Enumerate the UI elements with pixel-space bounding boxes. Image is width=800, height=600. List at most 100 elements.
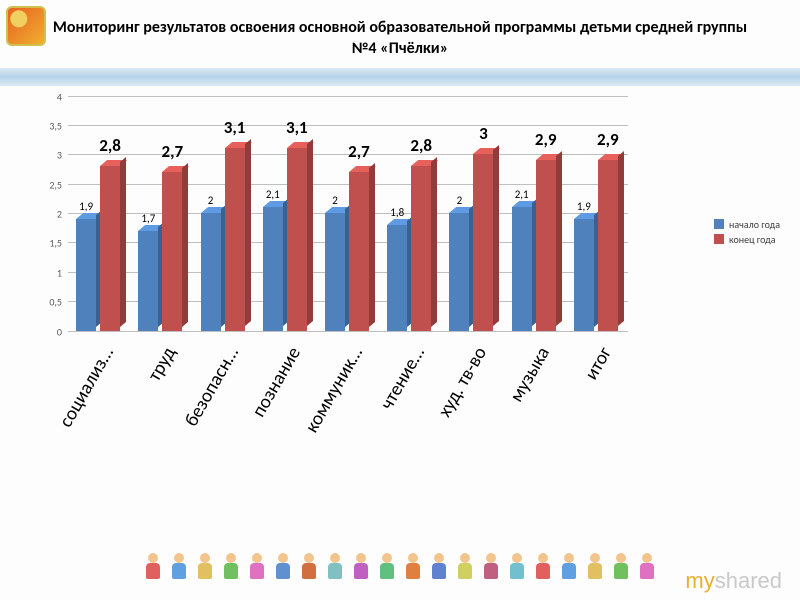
bar-series-1: 2,1 bbox=[512, 207, 532, 330]
child-icon bbox=[556, 553, 582, 585]
legend-swatch bbox=[714, 219, 724, 229]
y-tick-label: 3 bbox=[57, 149, 68, 162]
watermark-suffix: shared bbox=[715, 568, 782, 593]
bar-series-1: 1,9 bbox=[574, 219, 594, 331]
child-icon bbox=[608, 553, 634, 585]
child-icon bbox=[582, 553, 608, 585]
chart-category: 2,13,1познание bbox=[261, 96, 311, 331]
bar-series-1: 1,8 bbox=[387, 225, 407, 331]
child-icon bbox=[374, 553, 400, 585]
y-tick-label: 2,5 bbox=[49, 178, 68, 191]
chart-category: 1,82,8чтение… bbox=[385, 96, 435, 331]
chart-category: 23худ. тв-во bbox=[447, 96, 497, 331]
x-category-label: безопасн… bbox=[180, 343, 244, 431]
legend-label: конец года bbox=[729, 233, 775, 246]
bar-series-2: 2,8 bbox=[100, 166, 120, 331]
bar-value-label: 3 bbox=[479, 123, 488, 144]
watermark-prefix: my bbox=[685, 568, 714, 593]
chart-category: 1,72,7труд bbox=[136, 96, 186, 331]
bar-value-label: 1,9 bbox=[79, 200, 93, 213]
child-icon bbox=[140, 553, 166, 585]
x-category-label: коммуник… bbox=[300, 343, 367, 437]
child-icon bbox=[530, 553, 556, 585]
page-title: Мониторинг результатов освоения основной… bbox=[0, 0, 800, 68]
bar-series-2: 3 bbox=[473, 154, 493, 330]
chart: 00,511,522,533,541,92,8социализ…1,72,7тр… bbox=[20, 96, 780, 476]
child-icon bbox=[166, 553, 192, 585]
bar-value-label: 1,8 bbox=[390, 206, 404, 219]
bar-value-label: 2,8 bbox=[99, 135, 121, 156]
bar-value-label: 2,7 bbox=[348, 141, 370, 162]
bar-value-label: 2,1 bbox=[266, 188, 280, 201]
bar-series-2: 2,9 bbox=[536, 160, 556, 330]
child-icon bbox=[504, 553, 530, 585]
bar-series-1: 2 bbox=[201, 213, 221, 331]
chart-category: 23,1безопасн… bbox=[199, 96, 249, 331]
x-category-label: труд bbox=[143, 343, 181, 385]
chart-category: 1,92,9итог bbox=[572, 96, 622, 331]
legend-item: конец года bbox=[714, 233, 780, 246]
grid-line: 0 bbox=[68, 331, 628, 332]
bar-value-label: 1,9 bbox=[577, 200, 591, 213]
child-icon bbox=[218, 553, 244, 585]
bar-series-1: 2 bbox=[449, 213, 469, 331]
bar-value-label: 2 bbox=[208, 194, 214, 207]
child-icon bbox=[322, 553, 348, 585]
y-tick-label: 0,5 bbox=[49, 296, 68, 309]
child-icon bbox=[348, 553, 374, 585]
chart-category: 22,7коммуник… bbox=[323, 96, 373, 331]
bar-series-2: 2,7 bbox=[349, 172, 369, 331]
child-icon bbox=[426, 553, 452, 585]
legend-item: начало года bbox=[714, 218, 780, 231]
child-icon bbox=[244, 553, 270, 585]
chart-category: 2,12,9музыка bbox=[510, 96, 560, 331]
bar-series-2: 3,1 bbox=[225, 148, 245, 330]
bar-value-label: 2 bbox=[457, 194, 463, 207]
bar-series-1: 1,7 bbox=[138, 231, 158, 331]
watermark: myshared bbox=[685, 568, 782, 594]
bar-value-label: 2,7 bbox=[162, 141, 184, 162]
x-category-label: чтение… bbox=[376, 343, 430, 414]
bar-value-label: 1,7 bbox=[141, 212, 155, 225]
bar-value-label: 2,1 bbox=[515, 188, 529, 201]
x-category-label: худ. тв-во bbox=[434, 343, 493, 421]
y-tick-label: 0 bbox=[57, 325, 68, 338]
bars-row: 1,92,8социализ…1,72,7труд23,1безопасн…2,… bbox=[68, 96, 628, 331]
child-icon bbox=[296, 553, 322, 585]
legend-label: начало года bbox=[729, 218, 780, 231]
bar-value-label: 3,1 bbox=[286, 117, 308, 138]
child-icon bbox=[452, 553, 478, 585]
child-icon bbox=[634, 553, 660, 585]
corner-decor-icon bbox=[6, 6, 46, 46]
bar-series-2: 2,8 bbox=[411, 166, 431, 331]
y-tick-label: 1,5 bbox=[49, 237, 68, 250]
y-tick-label: 3,5 bbox=[49, 119, 68, 132]
x-category-label: музыка bbox=[505, 343, 555, 406]
bar-series-2: 2,7 bbox=[162, 172, 182, 331]
bar-value-label: 2 bbox=[332, 194, 338, 207]
decor-band bbox=[0, 68, 800, 86]
bar-series-1: 2,1 bbox=[263, 207, 283, 330]
child-icon bbox=[192, 553, 218, 585]
y-tick-label: 2 bbox=[57, 208, 68, 221]
bar-series-2: 2,9 bbox=[598, 160, 618, 330]
bar-value-label: 2,8 bbox=[410, 135, 432, 156]
chart-plot: 00,511,522,533,541,92,8социализ…1,72,7тр… bbox=[68, 96, 628, 331]
y-tick-label: 1 bbox=[57, 266, 68, 279]
y-tick-label: 4 bbox=[57, 90, 68, 103]
child-icon bbox=[270, 553, 296, 585]
x-category-label: познание bbox=[247, 343, 305, 421]
bar-series-2: 3,1 bbox=[287, 148, 307, 330]
x-category-label: социализ… bbox=[55, 343, 119, 431]
bar-value-label: 3,1 bbox=[224, 117, 246, 138]
bar-value-label: 2,9 bbox=[535, 129, 557, 150]
child-icon bbox=[400, 553, 426, 585]
child-icon bbox=[478, 553, 504, 585]
legend-swatch bbox=[714, 234, 724, 244]
bar-series-1: 2 bbox=[325, 213, 345, 331]
chart-category: 1,92,8социализ… bbox=[74, 96, 124, 331]
bar-value-label: 2,9 bbox=[597, 129, 619, 150]
x-category-label: итог bbox=[580, 343, 617, 384]
footer-children-row bbox=[0, 553, 800, 590]
chart-legend: начало года конец года bbox=[714, 216, 780, 248]
